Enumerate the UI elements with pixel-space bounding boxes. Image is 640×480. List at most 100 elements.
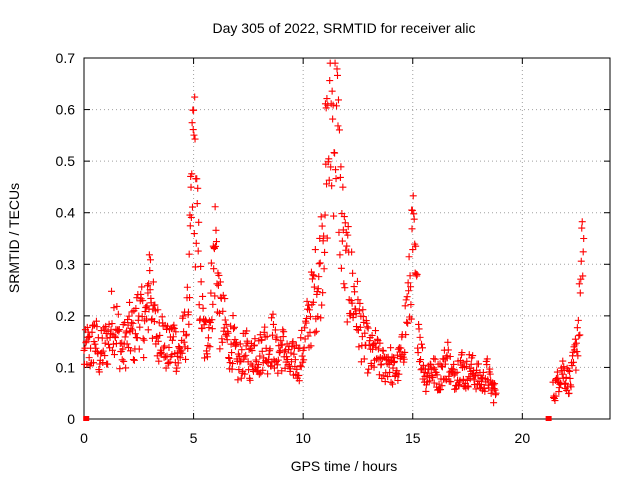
data-point (301, 335, 309, 343)
data-point (156, 331, 164, 339)
ticks: 0 0.1 0.2 0.3 0.4 0.5 0.6 0.7 0 5 10 15 20 (56, 50, 610, 446)
data-point (552, 392, 560, 400)
y-tick-label: 0 (67, 411, 75, 427)
data-point (443, 354, 451, 362)
data-point (146, 256, 154, 264)
data-point (444, 338, 452, 346)
data-point (492, 389, 500, 397)
data-point (118, 356, 126, 364)
data-point (131, 330, 139, 338)
data-point (190, 131, 198, 139)
data-point (572, 339, 580, 347)
data-point (188, 119, 196, 127)
data-point (559, 374, 567, 382)
data-point (401, 348, 409, 356)
data-point (129, 356, 137, 364)
data-point (274, 369, 282, 377)
data-point (405, 253, 413, 261)
data-point (194, 247, 202, 255)
data-point (184, 344, 192, 352)
data-point (330, 212, 338, 220)
data-point (136, 323, 144, 331)
data-point (192, 239, 200, 247)
data-point (416, 333, 424, 341)
data-point (571, 335, 579, 343)
data-point (188, 170, 196, 178)
data-point (108, 320, 116, 328)
data-point (229, 360, 237, 368)
y-tick-label: 0.7 (56, 50, 76, 66)
data-point (311, 246, 319, 254)
data-point (437, 386, 445, 394)
data-point (199, 304, 207, 312)
data-point (307, 342, 315, 350)
data-point (564, 366, 572, 374)
data-point (478, 374, 486, 382)
data-point (248, 347, 256, 355)
data-point (164, 322, 172, 330)
data-point (237, 374, 245, 382)
data-point (95, 368, 103, 376)
data-point (210, 265, 218, 273)
data-point (115, 326, 123, 334)
data-point (86, 332, 94, 340)
data-point (148, 334, 156, 342)
data-point (359, 306, 367, 314)
data-point (381, 378, 389, 386)
data-point (122, 364, 130, 372)
data-point (574, 316, 582, 324)
data-point (83, 360, 91, 368)
data-point (331, 59, 339, 67)
data-point (190, 230, 198, 238)
data-point (404, 279, 412, 287)
data-point (240, 353, 248, 361)
data-point (254, 361, 262, 369)
x-tick-label: 20 (515, 430, 531, 446)
data-point (343, 318, 351, 326)
data-point (138, 313, 146, 321)
data-point (140, 354, 148, 362)
data-point (259, 366, 267, 374)
data-point (357, 358, 365, 366)
data-point (114, 310, 122, 318)
y-tick-label: 0.1 (56, 359, 76, 375)
data-point (121, 333, 129, 341)
data-point (139, 297, 147, 305)
data-point (406, 272, 414, 280)
data-point (407, 315, 415, 323)
data-point (155, 357, 163, 365)
data-point (343, 242, 351, 250)
data-point (234, 376, 242, 384)
data-point (353, 277, 361, 285)
data-point (310, 283, 318, 291)
data-point (314, 285, 322, 293)
data-point (209, 300, 217, 308)
data-point (149, 278, 157, 286)
data-point (326, 77, 334, 85)
data-point (575, 280, 583, 288)
data-point (453, 368, 461, 376)
data-point (441, 360, 449, 368)
data-point (92, 344, 100, 352)
data-point (256, 352, 264, 360)
data-point (258, 347, 266, 355)
data-point (572, 366, 580, 374)
data-point (135, 345, 143, 353)
data-point (221, 295, 229, 303)
data-point (200, 321, 208, 329)
data-point (99, 359, 107, 367)
data-point (256, 331, 264, 339)
data-point (459, 375, 467, 383)
data-point (206, 343, 214, 351)
data-point (567, 383, 575, 391)
data-point (160, 353, 168, 361)
data-point (208, 316, 216, 324)
data-point (340, 213, 348, 221)
data-point (303, 314, 311, 322)
data-point (348, 248, 356, 256)
data-point (424, 369, 432, 377)
data-point (407, 301, 415, 309)
data-point (376, 339, 384, 347)
data-point (447, 378, 455, 386)
data-point (323, 180, 331, 188)
